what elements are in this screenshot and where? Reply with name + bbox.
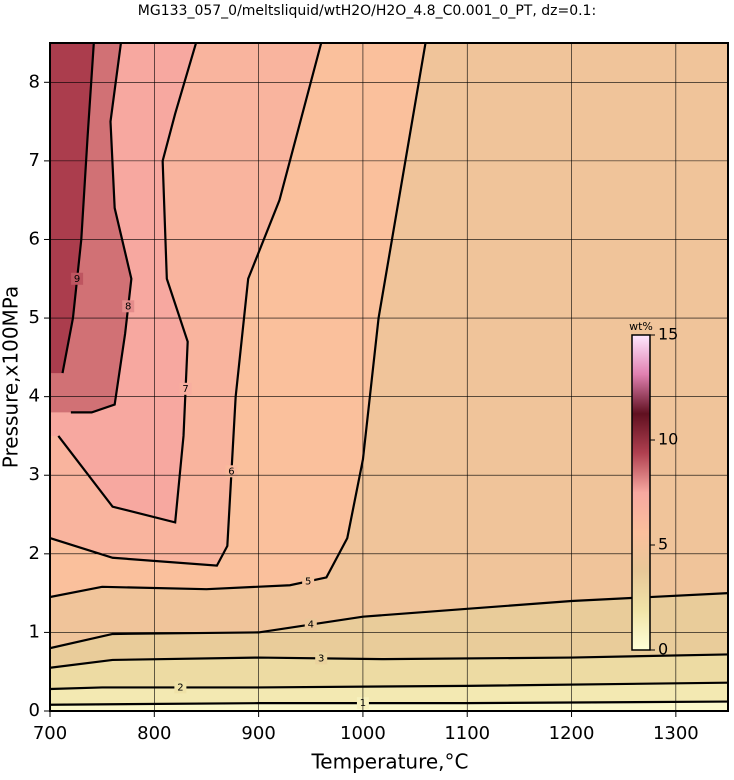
y-tick-label: 2	[29, 543, 40, 564]
contour-label: 2	[177, 682, 183, 693]
colorbar-tick-label: 15	[658, 325, 678, 344]
y-tick-label: 5	[29, 307, 40, 328]
plot-frame	[49, 42, 729, 712]
x-axis-label: Temperature,°C	[310, 750, 468, 774]
x-tick-label: 1200	[549, 723, 595, 744]
x-tick-label: 700	[33, 723, 67, 744]
y-axis-label: Pressure,x100MPa	[0, 286, 23, 468]
contour-label: 8	[125, 301, 131, 312]
contour-label-bg	[71, 272, 84, 285]
y-tick-label: 6	[29, 228, 40, 249]
colorbar-tick-label: 0	[658, 640, 668, 659]
x-tick-label: 1100	[444, 723, 490, 744]
contour-line	[50, 43, 427, 599]
y-tick-label: 0	[29, 700, 40, 721]
y-tick-label: 4	[29, 386, 40, 407]
colorbar-tick-label: 5	[658, 535, 668, 554]
y-tick-label: 1	[29, 621, 40, 642]
contour-label: 5	[305, 576, 311, 587]
contour-label-bg	[315, 652, 328, 665]
colorbar-label: wt%	[629, 320, 653, 333]
x-tick-label: 1300	[653, 723, 699, 744]
contour-label-bg	[122, 300, 135, 313]
x-tick-label: 1000	[340, 723, 386, 744]
contour-label: 7	[182, 384, 188, 395]
contour-label: 4	[308, 620, 314, 631]
chart-title: MG133_057_0/meltsliquid/wtH2O/H2O_4.8_C0…	[138, 3, 596, 19]
contour-label: 6	[228, 466, 234, 477]
contour-label: 9	[74, 274, 80, 285]
contour-label-bg	[302, 575, 315, 588]
contour-label-bg	[179, 382, 192, 395]
contour-line	[57, 43, 198, 524]
y-tick-label: 8	[29, 71, 40, 92]
colorbar	[631, 334, 651, 651]
contour-label-bg	[174, 681, 187, 694]
contour-label-bg	[225, 465, 238, 478]
colorbar-tick-label: 10	[658, 430, 678, 449]
y-tick-label: 3	[29, 464, 40, 485]
x-tick-label: 900	[241, 723, 275, 744]
contour-label: 3	[318, 653, 324, 664]
contour-label-bg	[304, 618, 317, 631]
y-tick-label: 7	[29, 150, 40, 171]
contour-fill	[50, 43, 94, 374]
x-tick-label: 800	[137, 723, 171, 744]
